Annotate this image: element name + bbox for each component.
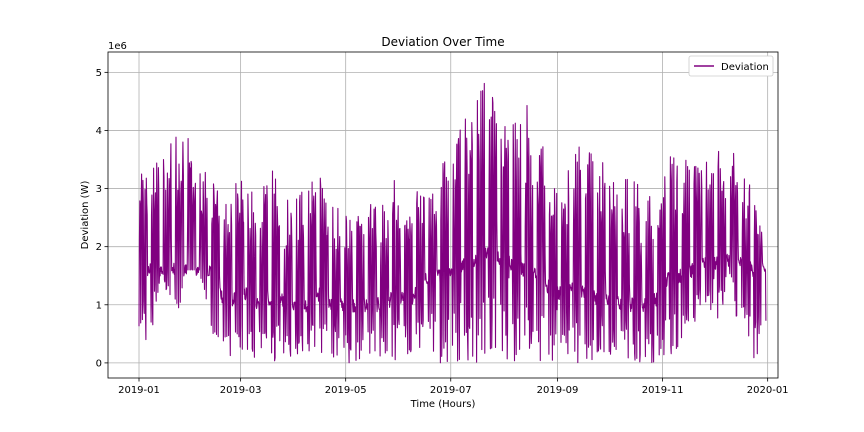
y-tick-label: 0: [96, 358, 102, 369]
chart-title: Deviation Over Time: [381, 35, 504, 49]
series-deviation: [138, 82, 767, 364]
y-axis-label: Deviation (W): [80, 181, 91, 250]
x-axis-label: Time (Hours): [410, 399, 476, 410]
y-tick-label: 4: [96, 126, 102, 137]
y-scale-label: 1e6: [108, 41, 127, 52]
legend-label-deviation: Deviation: [721, 62, 769, 73]
axis-ticks: 2019-01 2019-03 2019-05 2019-07 2019-09 2019-…: [96, 68, 789, 396]
x-tick-label: 2019-03: [220, 385, 262, 396]
y-tick-label: 2: [96, 242, 102, 253]
series-line-deviation: [138, 82, 767, 364]
x-tick-label: 2020-01: [747, 385, 789, 396]
x-tick-label: 2019-05: [325, 385, 367, 396]
y-tick-label: 3: [96, 184, 102, 195]
legend-box: [688, 55, 774, 77]
y-tick-label: 1: [96, 300, 102, 311]
legend: Deviation: [688, 55, 774, 77]
x-tick-label: 2019-09: [537, 385, 579, 396]
x-tick-label: 2019-11: [642, 385, 684, 396]
x-tick-label: 2019-07: [430, 385, 472, 396]
y-tick-label: 5: [96, 68, 102, 79]
x-tick-label: 2019-01: [118, 385, 160, 396]
plot-frame: [107, 51, 779, 379]
